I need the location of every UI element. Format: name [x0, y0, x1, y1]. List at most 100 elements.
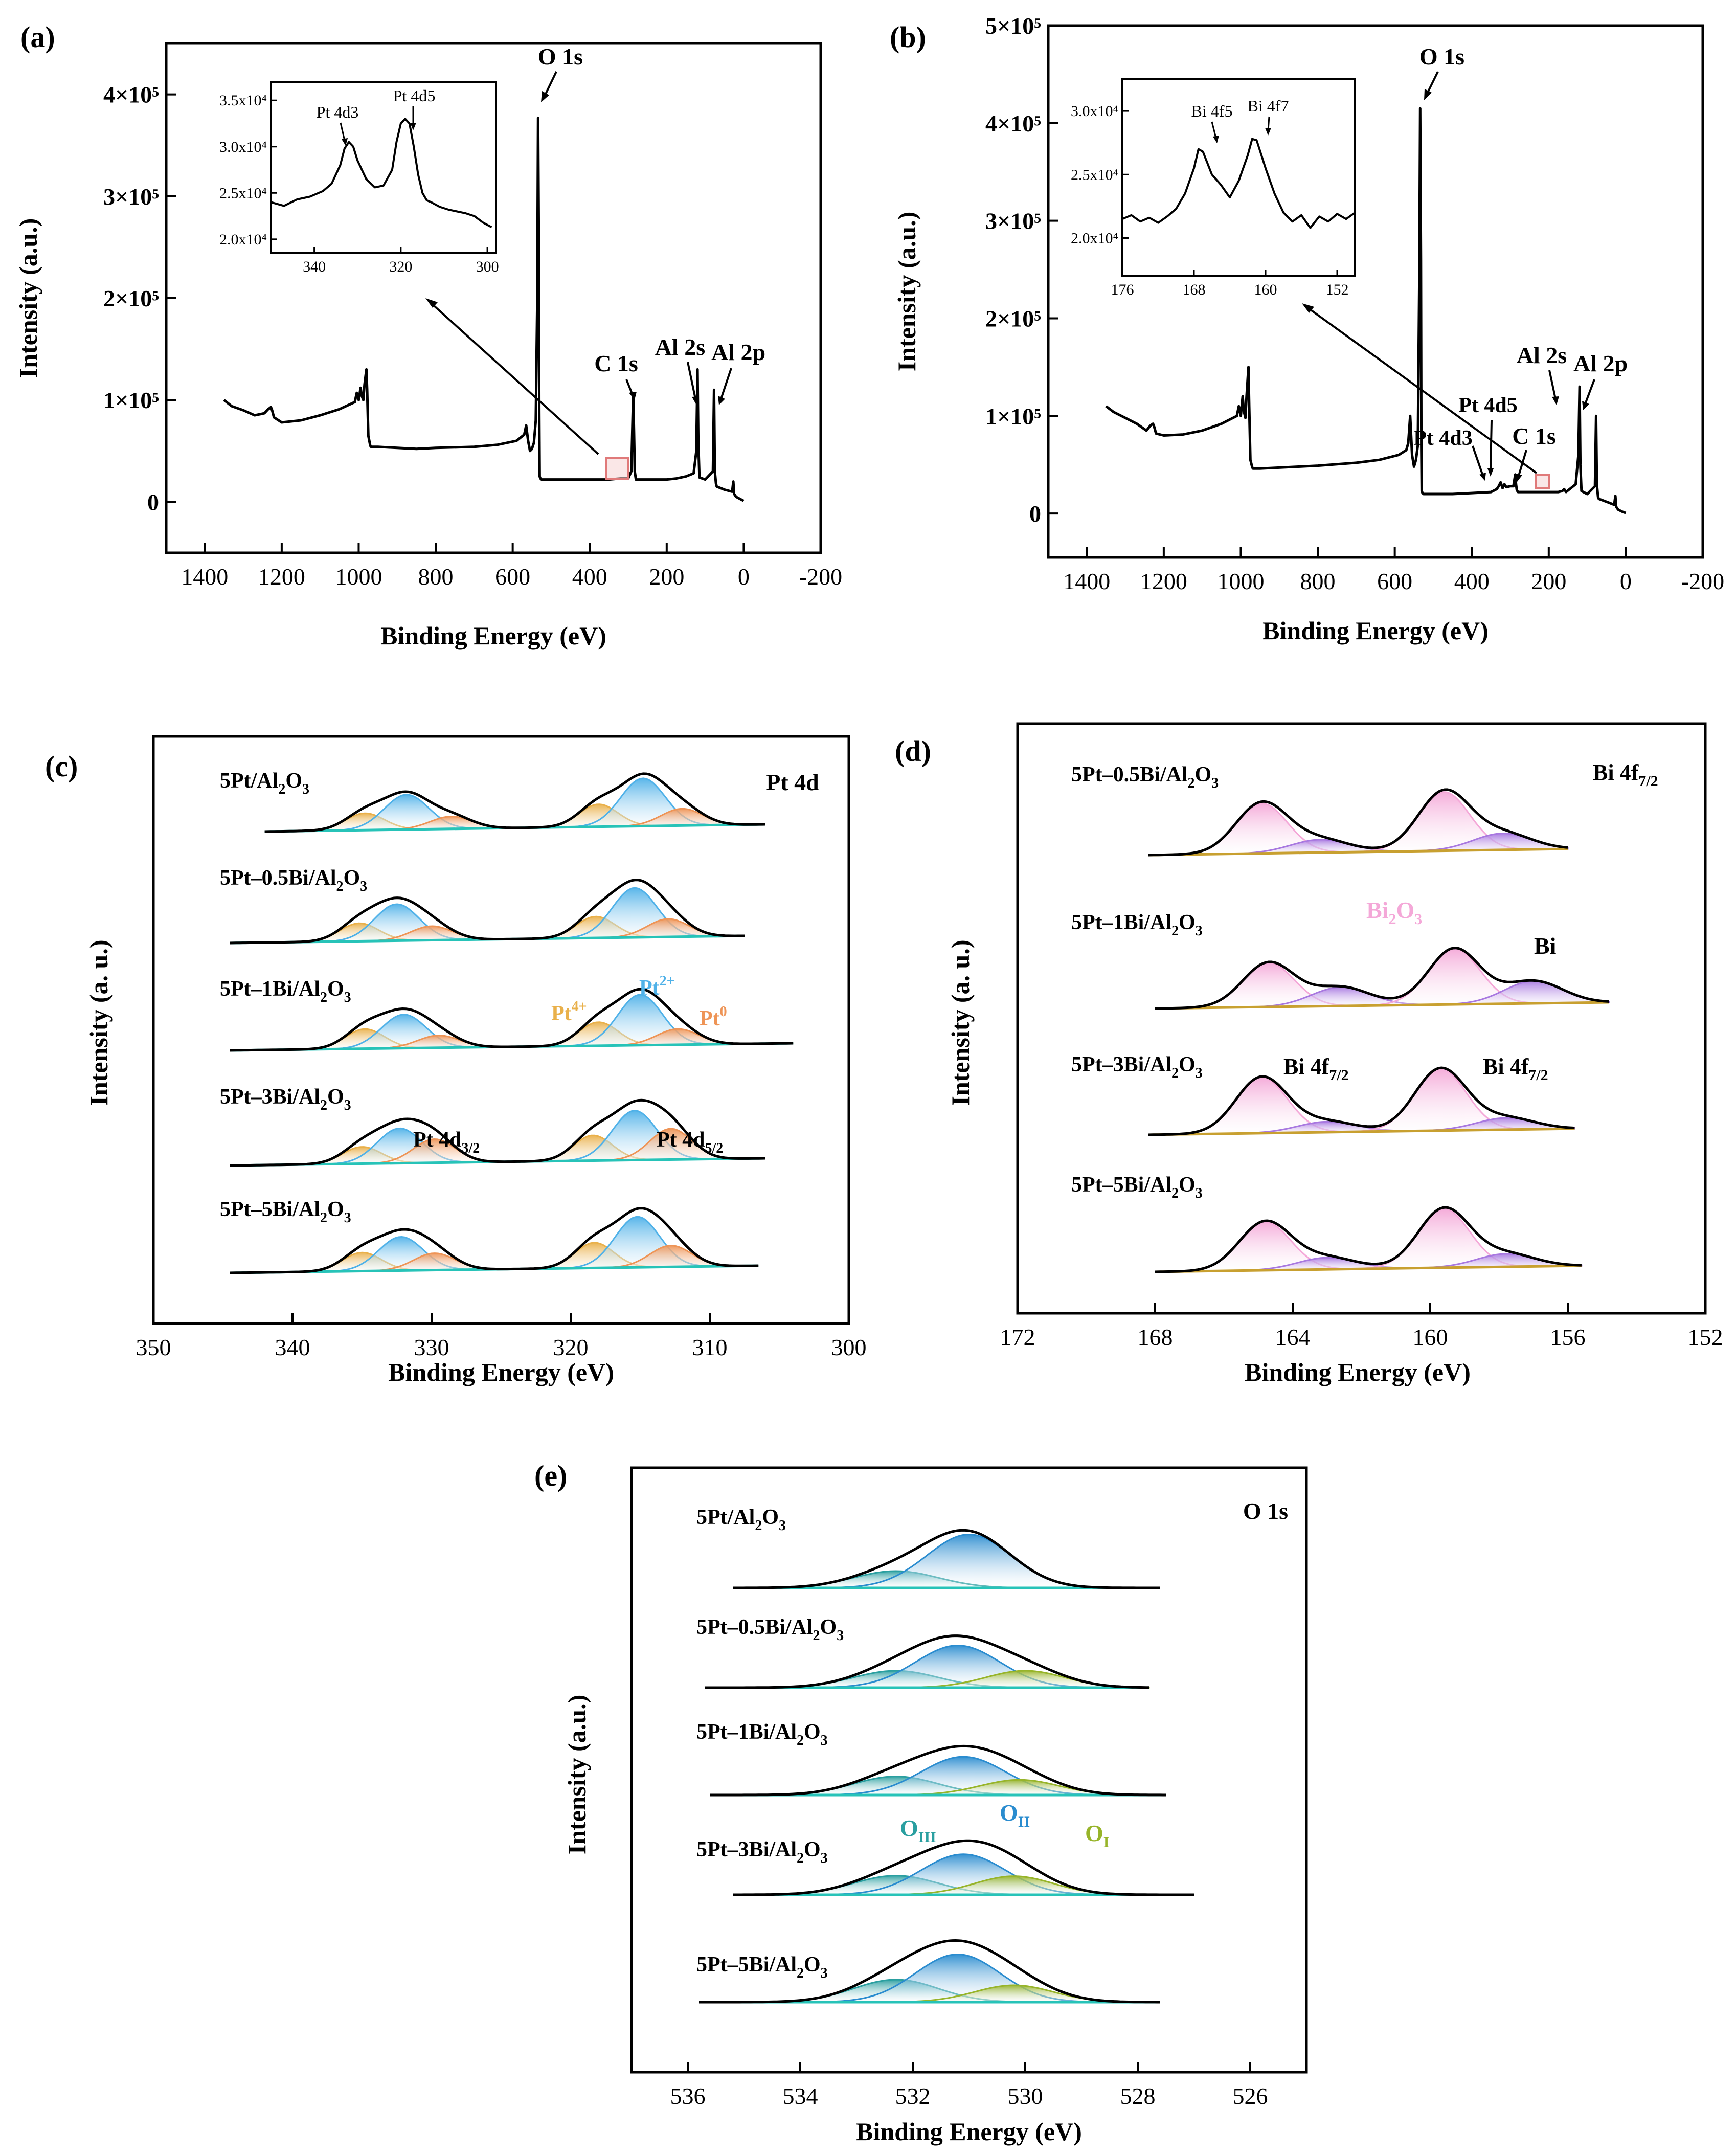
x-tick-label: 156	[1550, 1324, 1586, 1350]
panel-a-inset-arrowhead-pt4d5	[410, 123, 416, 130]
panel-d-spectra: 5Pt–0.5Bi/Al2O3 5Pt–1Bi/Al2O3 5Pt–3Bi/Al2O…	[1071, 763, 1610, 1273]
x-tick-label: 600	[1377, 568, 1412, 594]
panel-a-annotation-al2p: Al 2p	[711, 339, 765, 365]
x-tick-label: 1400	[1063, 568, 1110, 594]
panel-b-inset-annotation-bi4f7: Bi 4f7	[1248, 97, 1289, 115]
spectrum-group: 5Pt–5Bi/Al2O3	[1071, 1173, 1583, 1273]
panel-a-inset-arrow-pt4d3	[340, 122, 346, 141]
inset-x-tick-label: 176	[1111, 281, 1134, 298]
sample-label: 5Pt/Al2O3	[220, 769, 309, 797]
panel-c-y-label: Intensity (a. u.)	[84, 939, 113, 1106]
panel-a-y-label: Intensity (a.u.)	[14, 218, 42, 378]
panel-e-x-label: Binding Energy (eV)	[856, 2117, 1082, 2146]
spectrum-group: 5Pt–3Bi/Al2O3	[220, 1085, 765, 1167]
panel-c-annotation-pt4d32: Pt 4d3/2	[413, 1128, 480, 1156]
panel-b-x-label: Binding Energy (eV)	[1262, 616, 1489, 645]
panel-d-x-ticks: 172 168 164 160 156 152	[1000, 1303, 1723, 1350]
panel-d-annotation-bi2o3: Bi2O3	[1366, 897, 1422, 928]
spectrum-group: 5Pt/Al2O3	[696, 1506, 1160, 1589]
panel-c-annotation-pt2plus: Pt2+	[639, 973, 675, 1000]
x-tick-label: 1200	[258, 564, 305, 590]
x-tick-label: 532	[895, 2083, 931, 2109]
panel-a-arrow-al2s	[687, 362, 696, 399]
panel-a-zoom-box	[605, 457, 629, 480]
panel-a-inset-arrow	[429, 301, 599, 455]
panel-b-arrowhead-al2p	[1582, 401, 1589, 410]
fit-envelope	[230, 988, 794, 1052]
panel-b-arrowhead-pt4d5	[1487, 468, 1494, 477]
panel-e-letter: (e)	[534, 1459, 567, 1492]
x-tick-label: 172	[1000, 1324, 1035, 1350]
fit-envelope	[1155, 1206, 1582, 1273]
y-tick-label: 5×10⁵	[985, 13, 1041, 39]
panel-a-inset-annotation-pt4d5: Pt 4d5	[393, 86, 436, 105]
panel-b-arrowhead-c1s	[1515, 474, 1522, 482]
panel-e-y-label: Intensity (a.u.)	[562, 1695, 591, 1855]
panel-b-arrow-al2s	[1548, 370, 1557, 399]
y-tick-label: 4×10⁵	[985, 110, 1041, 137]
inset-y-tick-label: 2.0x10⁴	[219, 231, 267, 248]
y-tick-label: 0	[147, 489, 159, 515]
panel-b-annotation-al2s: Al 2s	[1517, 342, 1567, 368]
fit-envelope	[230, 1098, 765, 1167]
sample-label: 5Pt–3Bi/Al2O3	[1071, 1053, 1203, 1081]
x-tick-label: 0	[738, 564, 750, 590]
panel-c-spectra: 5Pt/Al2O3 5Pt–0.5Bi/Al2O3 5Pt–1Bi/Al2O3 5Pt…	[220, 769, 794, 1274]
panel-b-annotation-pt4d3: Pt 4d3	[1413, 427, 1473, 450]
inset-y-tick-label: 2.5x10⁴	[219, 185, 267, 201]
panel-a-inset-arrowhead-pt4d3	[342, 138, 348, 146]
x-tick-label: 600	[495, 564, 530, 590]
panel-b-annotation-o1s: O 1s	[1419, 43, 1464, 70]
panel-e-annotation-o1: OI	[1085, 1820, 1109, 1851]
panel-b-inset-arrow-bi4f5	[1211, 121, 1217, 139]
x-tick-label: 160	[1413, 1324, 1448, 1350]
y-tick-label: 2×10⁵	[985, 305, 1041, 331]
panel-c-title: Pt 4d	[766, 769, 819, 795]
panel-a-inset-ticks: 340 320 300 2.0x10⁴ 2.5x10⁴ 3.0x10⁴ 3.5x10⁴	[219, 92, 499, 275]
x-tick-label: 310	[692, 1334, 728, 1360]
sample-label: 5Pt–1Bi/Al2O3	[1071, 911, 1203, 939]
x-tick-label: 530	[1008, 2083, 1043, 2109]
panel-b-zoom-box	[1535, 474, 1550, 489]
sample-label: 5Pt–5Bi/Al2O3	[220, 1198, 351, 1226]
panel-b-inset-line	[1122, 138, 1356, 229]
sample-label: 5Pt–0.5Bi/Al2O3	[1071, 763, 1219, 791]
inset-y-tick-label: 2.0x10⁴	[1071, 230, 1118, 246]
spectrum-group: 5Pt–1Bi/Al2O3	[220, 977, 794, 1052]
panel-e-annotation-o3: OIII	[900, 1815, 936, 1846]
panel-b-frame	[1047, 24, 1704, 559]
panel-b-arrow-pt4d3	[1472, 445, 1484, 476]
y-tick-label: 3×10⁵	[103, 184, 159, 210]
panel-b-inset-frame	[1121, 78, 1356, 277]
sample-label: 5Pt–3Bi/Al2O3	[220, 1085, 351, 1113]
panel-b: (b) 1400 1200 1000 800 600 400 200 0 -200 0 1×10⁵…	[890, 13, 1724, 645]
panel-a-arrowhead-o1s	[541, 91, 549, 102]
y-tick-label: 0	[1029, 501, 1041, 527]
panel-c-letter: (c)	[45, 750, 78, 783]
panel-a-arrow-al2p	[720, 368, 732, 399]
panel-a-arrow-c1s	[625, 379, 634, 395]
panel-b-annotation-al2p: Al 2p	[1573, 350, 1628, 376]
panel-a-annotation-c1s: C 1s	[594, 350, 638, 376]
x-tick-label: 528	[1120, 2083, 1156, 2109]
fit-envelope	[1148, 788, 1568, 857]
panel-a-arrowhead-c1s	[629, 392, 637, 400]
panel-b-x-ticks: 1400 1200 1000 800 600 400 200 0 -200	[1063, 547, 1724, 594]
panel-a-inset-line	[270, 118, 492, 229]
panel-a-x-ticks: 1400 1200 1000 800 600 400 200 0 -200	[181, 543, 842, 590]
panel-e-annotation-o2: OII	[1000, 1800, 1030, 1830]
panel-b-annotation-pt4d5: Pt 4d5	[1458, 394, 1518, 417]
inset-x-tick-label: 168	[1183, 281, 1206, 298]
spectrum-group: 5Pt–1Bi/Al2O3	[1071, 911, 1610, 1010]
fit-baseline	[1148, 1127, 1575, 1136]
panel-d-y-label: Intensity (a. u.)	[946, 939, 975, 1106]
spectrum-group: 5Pt–1Bi/Al2O3	[696, 1720, 1166, 1797]
panel-a-arrowhead-al2s	[692, 396, 699, 405]
panel-a-arrow-o1s	[543, 71, 557, 98]
fit-baseline	[1148, 847, 1568, 857]
x-tick-label: 340	[275, 1334, 310, 1360]
fit-envelope	[1155, 947, 1609, 1010]
x-tick-label: -200	[799, 564, 842, 590]
spectrum-group: 5Pt–5Bi/Al2O3	[220, 1198, 759, 1274]
panel-e-spectra: 5Pt/Al2O3 5Pt–0.5Bi/Al2O3 5Pt–1Bi/Al2O3 5Pt…	[696, 1506, 1194, 2004]
